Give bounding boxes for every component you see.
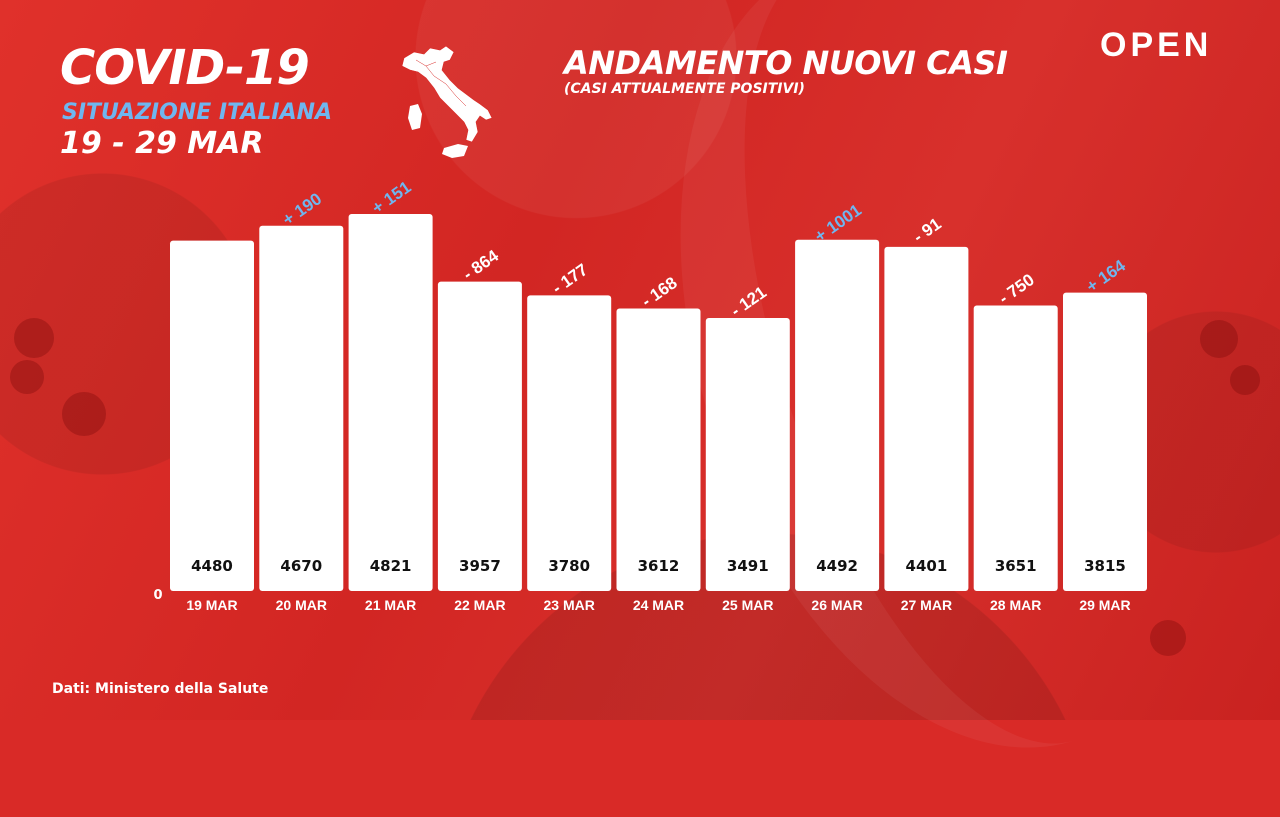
bar-value-label: 4670 [280,557,322,575]
bar [705,318,790,591]
bar-value-label: 3780 [548,557,590,575]
chart-title: ANDAMENTO NUOVI CASI [564,44,1008,82]
bar [348,214,433,591]
open-logo: OPEN [1100,26,1213,64]
bar-value-label: 4821 [370,557,412,575]
italy-map-icon [401,45,493,158]
x-tick-label: 20 MAR [276,597,327,613]
bar-value-label: 3491 [727,557,769,575]
bar [170,240,254,591]
y-tick-label: 0 [153,588,162,603]
bar-value-label: 3957 [459,557,501,575]
change-label: - 864 [459,246,502,284]
virus-decoration [62,392,106,436]
bar [527,295,612,591]
virus-decoration [1150,620,1186,656]
page-title: COVID-19 [60,40,310,96]
bar [973,305,1058,591]
change-label: + 190 [279,189,325,229]
x-tick-label: 27 MAR [901,597,952,613]
data-source: Dati: Ministero della Salute [52,681,269,697]
chart-subtitle: (CASI ATTUALMENTE POSITIVI) [564,81,805,97]
change-label: + 164 [1083,256,1130,297]
x-tick-label: 26 MAR [811,597,862,613]
change-label: - 91 [910,214,945,246]
bar-value-label: 3815 [1084,557,1126,575]
bar [795,239,880,591]
bar [884,246,969,591]
bar-value-label: 3651 [995,557,1037,575]
change-label: - 121 [727,283,770,321]
virus-decoration [1200,320,1238,358]
virus-decoration [14,318,54,358]
bar-value-label: 4480 [191,557,233,575]
bar [437,281,522,591]
x-tick-label: 23 MAR [544,597,595,613]
bar [259,225,344,591]
date-range: 19 - 29 MAR [60,126,264,161]
virus-decoration [1230,365,1260,395]
bar-chart: 0 4480 19 MAR 4670 20 MAR + 190 4821 21 MAR + 15… [153,177,1147,613]
virus-decoration [10,360,44,394]
change-label: - 168 [638,273,681,311]
bar-value-label: 4492 [816,557,858,575]
x-tick-label: 19 MAR [186,597,237,613]
bar [616,308,701,591]
x-tick-label: 25 MAR [722,597,773,613]
x-tick-label: 22 MAR [454,597,505,613]
x-tick-label: 24 MAR [633,597,684,613]
change-label: - 750 [995,270,1038,308]
bar [1063,292,1147,591]
change-label: + 1001 [811,200,865,246]
change-label: + 151 [368,177,414,217]
x-tick-label: 28 MAR [990,597,1041,613]
x-tick-label: 21 MAR [365,597,416,613]
x-tick-label: 29 MAR [1079,597,1130,613]
bar-value-label: 3612 [638,557,680,575]
change-label: - 177 [549,260,592,298]
bar-value-label: 4401 [906,557,948,575]
page-subtitle: SITUAZIONE ITALIANA [62,100,333,125]
